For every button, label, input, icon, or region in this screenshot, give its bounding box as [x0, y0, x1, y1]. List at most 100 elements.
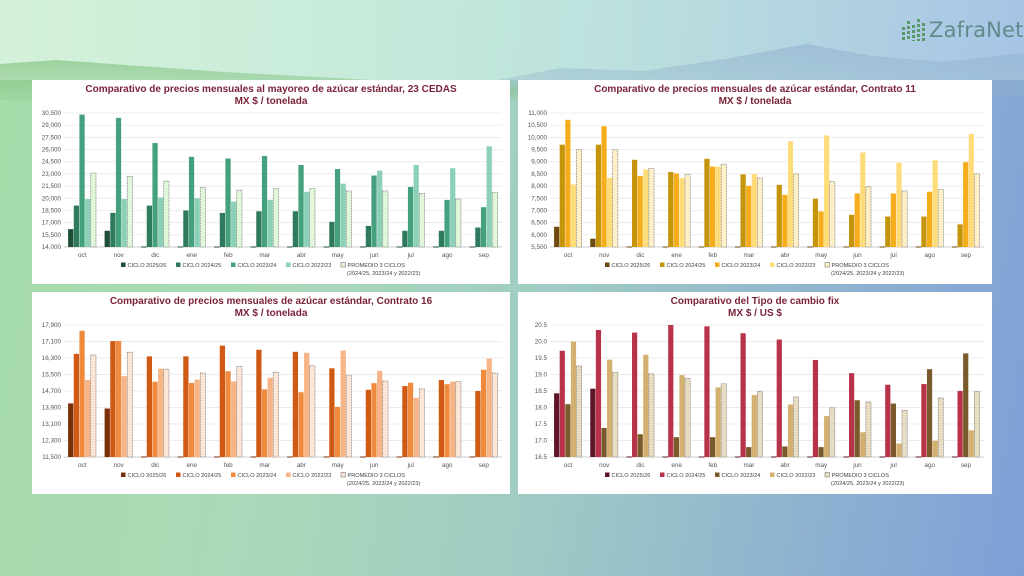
x-tick-label: abr: [297, 462, 306, 469]
y-tick-label: 11,000: [528, 110, 547, 117]
bar-promedio-3-ciclos-mar: [272, 371, 279, 458]
chart-subtitle: MX $ / US $: [728, 308, 782, 319]
legend-item: CICLO 2023/24: [231, 472, 276, 479]
x-tick-label: sep: [479, 462, 490, 469]
bar-ciclo-2024-25-jun: [849, 214, 855, 247]
chart-subtitle: MX $ / tonelada: [235, 96, 308, 107]
chart-card-contrato11: Comparativo de precios mensuales de azúc…: [518, 80, 992, 284]
bar-promedio-3-ciclos-feb: [720, 383, 727, 458]
x-tick-label: ene: [671, 252, 682, 259]
legend-swatch: [176, 472, 181, 477]
bar-ciclo-2023-24-nov: [601, 126, 607, 247]
legend-item: CICLO 2022/23: [770, 262, 815, 269]
bar-ciclo-2022-23-jun: [860, 152, 866, 247]
y-tick-label: 17,100: [42, 339, 62, 346]
y-tick-label: 20,000: [42, 195, 62, 202]
chart-svg: Comparativo de precios mensuales de azúc…: [528, 84, 984, 277]
bar-ciclo-2022-23-mar: [751, 394, 757, 457]
legend: CICLO 2025/26 CICLO 2024/25 CICLO 2023/24 C…: [605, 262, 905, 277]
legend-swatch: [121, 472, 126, 477]
y-tick-label: 20.0: [535, 339, 548, 346]
legend-label: CICLO 2024/25: [667, 263, 706, 269]
legend-item: CICLO 2025/26: [605, 472, 650, 479]
bar-ciclo-2022-23-ene: [194, 198, 200, 247]
bar-ciclo-2024-25-oct: [559, 350, 565, 457]
bar-promedio-3-ciclos-sep: [974, 173, 980, 248]
legend-note: (2024/25, 2023/24 y 2022/23): [347, 271, 421, 277]
bars: [554, 325, 980, 458]
bar-promedio-3-ciclos-ago: [455, 381, 462, 458]
bar-ciclo-2025-26-oct: [68, 403, 74, 457]
y-tick-label: 10,500: [528, 122, 548, 129]
legend-label: CICLO 2023/24: [722, 473, 761, 479]
legend-item: CICLO 2024/25: [660, 472, 706, 479]
x-tick-label: ago: [442, 462, 453, 469]
bar-ciclo-2022-23-abr: [787, 404, 794, 457]
legend-swatch: [176, 262, 181, 267]
bar-ciclo-2023-24-feb: [709, 437, 716, 457]
x-tick-label: mar: [259, 252, 270, 259]
y-tick-label: 26,000: [42, 147, 62, 154]
y-tick-label: 18,500: [42, 207, 62, 214]
bar-promedio-3-ciclos-sep: [491, 192, 498, 248]
bar-ciclo-2024-25-ago: [921, 384, 927, 457]
y-tick-label: 15,500: [42, 372, 62, 379]
legend-swatch: [660, 472, 665, 477]
bar-promedio-3-ciclos-oct: [90, 354, 97, 458]
x-tick-label: nov: [599, 462, 610, 469]
bar-ciclo-2022-23-oct: [570, 184, 577, 247]
bar-ciclo-2023-24-mar: [261, 389, 268, 457]
bar-promedio-3-ciclos-dic: [163, 368, 170, 458]
bar-ciclo-2024-25-sep: [957, 224, 963, 247]
bars: [554, 119, 980, 248]
x-tick-label: sep: [961, 462, 972, 469]
x-tick-label: ago: [442, 252, 453, 259]
x-tick-label: ago: [924, 252, 935, 259]
x-tick-label: mar: [259, 462, 270, 469]
y-tick-label: 6,500: [531, 220, 547, 227]
x-tick-label: feb: [224, 462, 233, 469]
y-tick-label: 17,900: [42, 322, 62, 329]
legend-label: PROMEDIO 3 CICLOS: [348, 473, 406, 479]
legend-item: PROMEDIO 3 CICLOS: [824, 262, 889, 269]
y-tick-label: 6,000: [531, 232, 547, 239]
bar-promedio-3-ciclos-jul: [418, 193, 425, 248]
x-tick-label: nov: [599, 252, 610, 259]
bar-ciclo-2023-24-oct: [565, 119, 571, 247]
legend-swatch: [715, 262, 720, 267]
y-tick-label: 13,100: [42, 421, 62, 428]
x-tick-label: jul: [889, 252, 896, 259]
bar-promedio-3-ciclos-oct: [576, 149, 582, 248]
bar-ciclo-2023-24-dic: [152, 143, 158, 247]
bar-ciclo-2022-23-feb: [231, 201, 237, 247]
x-tick-label: abr: [781, 252, 790, 259]
legend-label: CICLO 2024/25: [667, 473, 706, 479]
bar-ciclo-2022-23-may: [340, 183, 346, 247]
legend-label: CICLO 2025/26: [612, 263, 651, 269]
bar-promedio-3-ciclos-jun: [865, 401, 872, 458]
bar-ciclo-2023-24-jul: [407, 186, 414, 247]
bar-promedio-3-ciclos-may: [345, 374, 352, 458]
x-tick-label: dic: [151, 252, 159, 259]
bar-ciclo-2024-25-jun: [365, 389, 372, 457]
x-tick-label: ene: [186, 252, 197, 259]
x-tick-label: oct: [78, 462, 87, 469]
x-tick-label: jul: [407, 462, 414, 469]
bar-promedio-3-ciclos-ago: [937, 189, 944, 248]
x-tick-label: jun: [852, 462, 862, 469]
y-tick-label: 11,500: [42, 454, 61, 461]
x-tick-label: feb: [708, 252, 717, 259]
bar-ciclo-2022-23-ago: [932, 160, 938, 247]
legend-label: CICLO 2023/24: [722, 263, 761, 269]
y-axis: 11,500 12,300 13,100 13,900 14,700 15,500 16,3…: [42, 322, 502, 461]
bars: [68, 114, 498, 248]
legend-swatch: [231, 472, 236, 477]
bar-promedio-3-ciclos-ene: [199, 372, 206, 458]
x-tick-label: sep: [479, 252, 490, 259]
y-tick-label: 8,000: [531, 183, 547, 190]
bar-ciclo-2024-25-ene: [183, 356, 189, 457]
legend-swatch: [824, 472, 830, 478]
bar-ciclo-2023-24-dic: [637, 176, 643, 247]
bar-ciclo-2022-23-nov: [607, 359, 613, 457]
bar-ciclo-2022-23-mar: [267, 199, 273, 247]
